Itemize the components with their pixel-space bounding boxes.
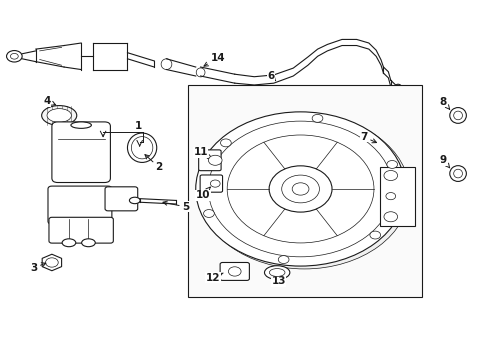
Ellipse shape [41,105,77,125]
Text: 3: 3 [30,263,46,273]
FancyBboxPatch shape [105,187,138,211]
Text: 10: 10 [195,187,210,200]
Circle shape [6,50,22,62]
Ellipse shape [449,166,466,181]
Text: 6: 6 [267,71,275,81]
FancyBboxPatch shape [200,175,222,192]
Text: 7: 7 [360,132,376,143]
Text: 8: 8 [439,97,449,109]
Text: 14: 14 [203,53,224,66]
Circle shape [383,212,397,222]
Ellipse shape [453,169,462,178]
Ellipse shape [131,136,153,159]
Circle shape [199,115,408,269]
Ellipse shape [129,197,140,204]
Circle shape [292,183,308,195]
Circle shape [220,139,231,147]
Text: 1: 1 [134,121,142,131]
Circle shape [369,231,380,239]
Ellipse shape [453,111,462,120]
Circle shape [385,193,395,200]
Text: 4: 4 [43,96,56,106]
Ellipse shape [47,109,71,122]
Circle shape [203,210,214,217]
Ellipse shape [264,266,289,279]
Text: 11: 11 [193,147,211,159]
Circle shape [10,53,18,59]
Bar [379,167,414,226]
Bar [188,85,422,297]
Circle shape [311,114,322,122]
Circle shape [228,267,241,276]
Circle shape [45,258,58,267]
Ellipse shape [127,133,157,162]
Ellipse shape [62,239,76,247]
Ellipse shape [81,239,95,247]
Ellipse shape [449,108,466,123]
Text: 9: 9 [439,155,449,168]
Circle shape [208,155,222,165]
Circle shape [281,175,319,203]
Circle shape [210,180,220,187]
Text: 12: 12 [205,273,223,283]
Text: 2: 2 [144,154,163,172]
Circle shape [268,166,331,212]
Ellipse shape [269,269,285,276]
FancyBboxPatch shape [52,122,110,183]
Ellipse shape [394,84,401,91]
Text: 13: 13 [271,273,285,286]
FancyBboxPatch shape [48,186,112,224]
Circle shape [278,256,288,264]
Circle shape [208,121,392,257]
Circle shape [383,171,397,180]
Circle shape [195,112,405,266]
Circle shape [227,135,373,243]
Text: 5: 5 [163,201,189,212]
Ellipse shape [71,122,91,129]
FancyBboxPatch shape [49,217,113,243]
FancyBboxPatch shape [220,262,249,280]
FancyBboxPatch shape [198,150,221,171]
Ellipse shape [161,59,171,69]
Ellipse shape [196,68,204,77]
Circle shape [386,161,397,168]
